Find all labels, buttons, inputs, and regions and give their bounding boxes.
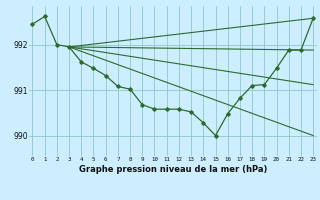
X-axis label: Graphe pression niveau de la mer (hPa): Graphe pression niveau de la mer (hPa) xyxy=(79,165,267,174)
